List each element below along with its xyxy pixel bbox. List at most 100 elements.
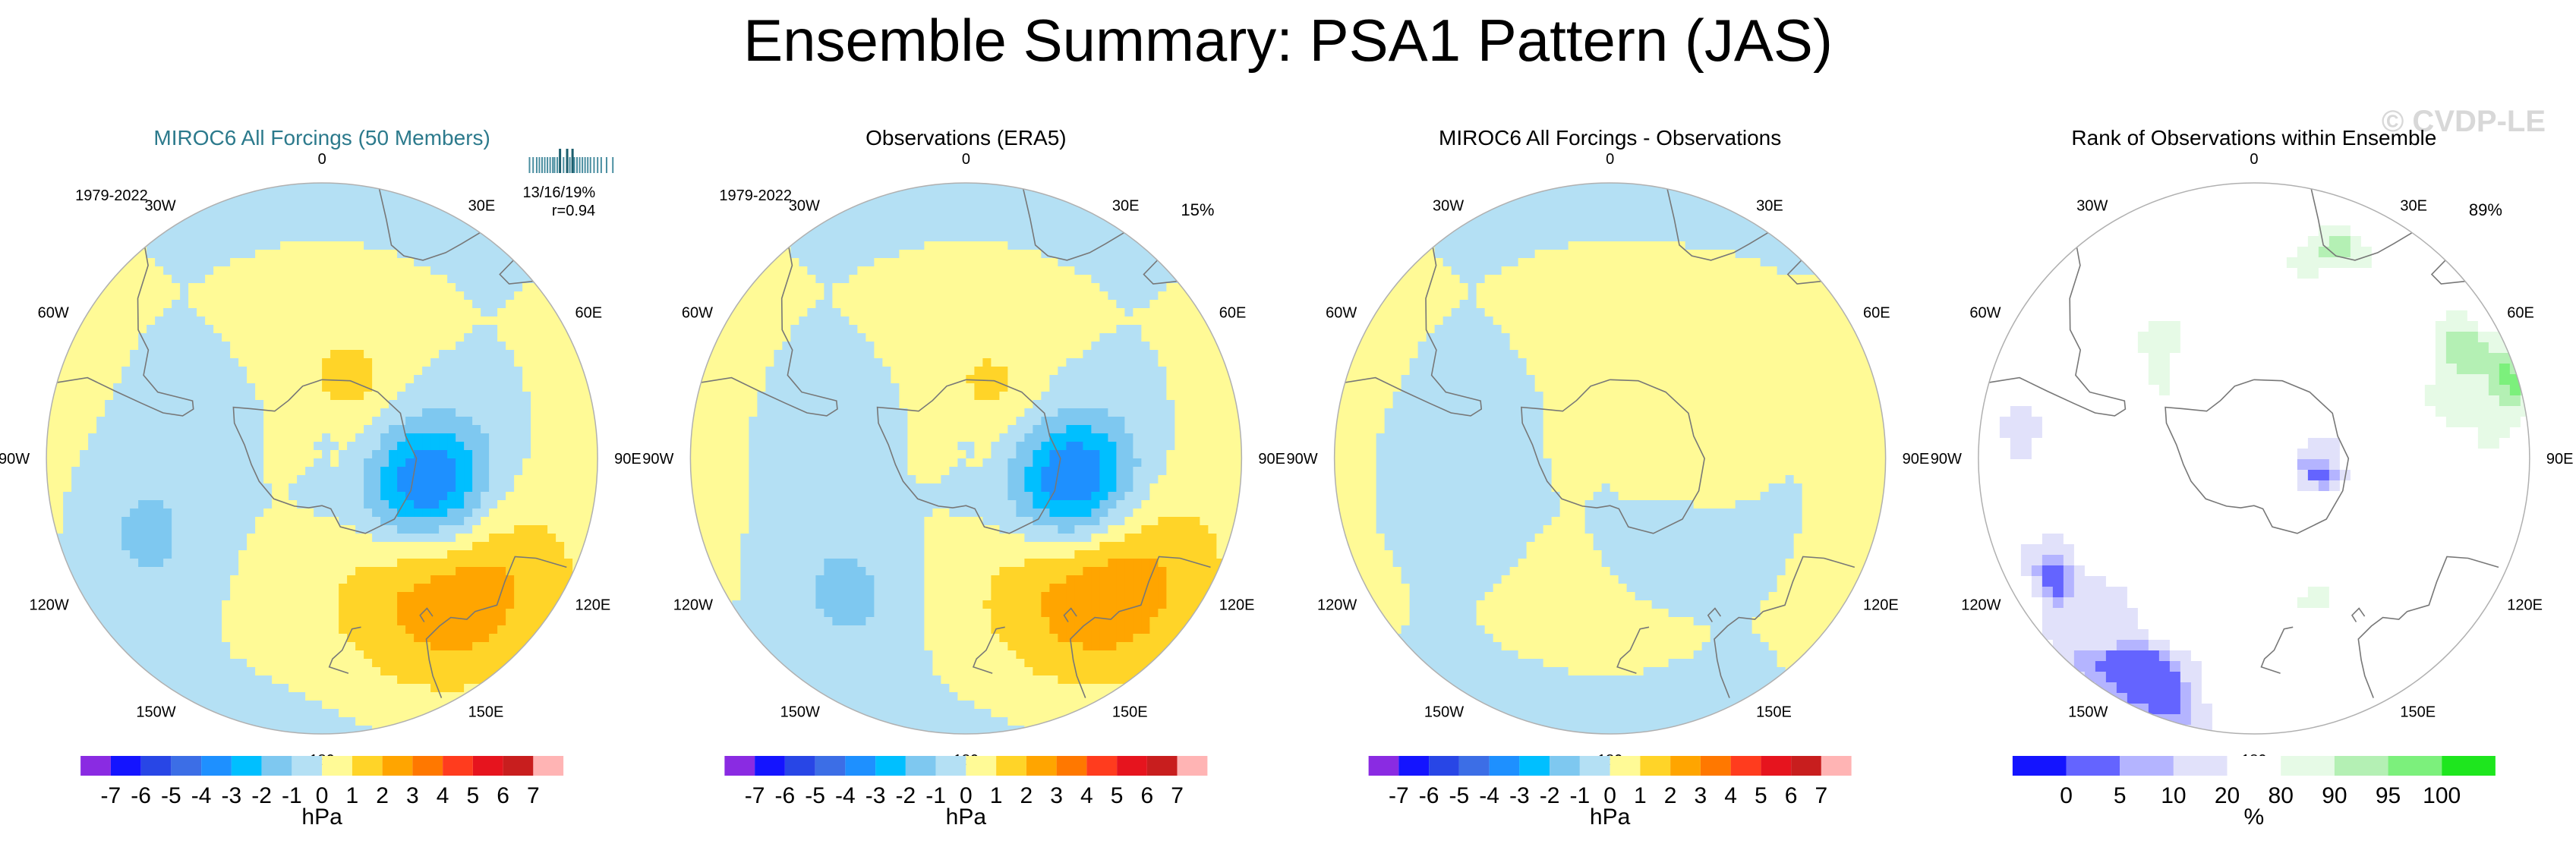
coastline: [1666, 188, 1769, 261]
map-panel-1: 030E60E90E120E150E180150W120W90W60W30WMI…: [0, 126, 642, 830]
colorbar-tick-label: -2: [1540, 783, 1560, 808]
colorbar-tick-label: -1: [282, 783, 302, 808]
colorbar-tick-label: 1: [346, 783, 359, 808]
colorbar-swatch: [784, 756, 815, 776]
colorbar-tick-label: -4: [835, 783, 856, 808]
colorbar-tick-label: 2: [1664, 783, 1677, 808]
colorbar-tick-label: 7: [527, 783, 540, 808]
longitude-label: 60E: [1863, 305, 1890, 322]
colorbar-tick-label: 4: [1724, 783, 1737, 808]
longitude-label: 30E: [1756, 198, 1783, 215]
colorbar-tick-label: -3: [865, 783, 886, 808]
colorbar-tick-label: 7: [1171, 783, 1184, 808]
colorbar-tick-label: 4: [1080, 783, 1093, 808]
colorbar-swatch: [1579, 756, 1610, 776]
colorbar-tick-label: -1: [925, 783, 946, 808]
longitude-label: 150E: [1112, 704, 1148, 720]
coastline: [1616, 626, 1650, 674]
colorbar-tick-label: -4: [1479, 783, 1499, 808]
pattern-correlation: r=0.94: [552, 203, 595, 219]
colorbar-swatch: [1489, 756, 1520, 776]
colorbar-tick-label: 1: [1634, 783, 1647, 808]
coastline: [1707, 607, 1722, 622]
colorbar-tick-label: 10: [2161, 783, 2186, 808]
colorbar-tick-label: 2: [1020, 783, 1033, 808]
longitude-label: 30W: [145, 198, 176, 215]
longitude-label: 90W: [0, 451, 30, 468]
colorbar-tick-label: 5: [467, 783, 480, 808]
longitude-label: 30W: [2076, 198, 2108, 215]
colorbar-swatch: [171, 756, 202, 776]
colorbar-swatch: [1670, 756, 1701, 776]
map-panel-3: 030E60E90E120E150E180150W120W90W60W30WMI…: [1287, 126, 1930, 830]
colorbar-swatch: [201, 756, 232, 776]
colorbar-swatch: [292, 756, 323, 776]
colorbar-tick-label: 3: [406, 783, 419, 808]
colorbar-swatch: [110, 756, 141, 776]
longitude-label: 120W: [29, 597, 68, 614]
map-panel-4: 030E60E90E120E150E180150W120W90W60W30WRa…: [1931, 126, 2574, 830]
colorbar-tick-label: -7: [1389, 783, 1409, 808]
field-layer: [1334, 183, 1886, 734]
colorbar-swatch: [443, 756, 473, 776]
coastline: [1786, 260, 1821, 285]
colorbar-tick-label: 6: [1141, 783, 1154, 808]
percent-label: 15%: [1181, 200, 1214, 219]
colorbar-swatch: [412, 756, 443, 776]
longitude-label: 150E: [468, 704, 504, 720]
period-label: 1979-2022: [719, 187, 792, 204]
colorbar-swatch: [966, 756, 997, 776]
longitude-label: 60W: [682, 305, 713, 322]
longitude-label: 30E: [1112, 198, 1140, 215]
colorbar-swatch: [2442, 756, 2496, 776]
map-boundary: [689, 182, 1243, 735]
colorbar-swatch: [724, 756, 755, 776]
page-title: Ensemble Summary: PSA1 Pattern (JAS): [743, 7, 1833, 74]
coastline: [378, 188, 481, 261]
coastline: [1345, 247, 1483, 417]
colorbar-tick-label: 4: [437, 783, 449, 808]
colorbar-swatch: [1550, 756, 1580, 776]
colorbar-swatch: [1056, 756, 1087, 776]
longitude-label: 0: [318, 151, 326, 168]
longitude-label: 90W: [1931, 451, 1962, 468]
field-layer: [46, 183, 598, 734]
coastline: [232, 379, 418, 534]
coastline: [1023, 188, 1125, 261]
longitude-label: 90E: [1903, 451, 1930, 468]
coastline: [328, 626, 361, 674]
longitude-label: 30E: [468, 198, 496, 215]
colorbar-tick-label: 2: [376, 783, 389, 808]
longitude-label: 120E: [575, 597, 611, 614]
colorbar-swatch: [2066, 756, 2120, 776]
colorbar-tick-label: -7: [745, 783, 765, 808]
colorbar-swatch: [815, 756, 846, 776]
colorbar-tick-label: 80: [2269, 783, 2294, 808]
colorbar-swatch: [2173, 756, 2228, 776]
colorbar-tick-label: 90: [2322, 783, 2347, 808]
longitude-label: 60E: [1219, 305, 1247, 322]
colorbar-tick-label: 6: [1785, 783, 1798, 808]
colorbar-swatch: [1640, 756, 1671, 776]
colorbar-swatch: [2227, 756, 2281, 776]
coastline: [425, 556, 567, 698]
colorbar-swatch: [1026, 756, 1057, 776]
panel-title: Observations (ERA5): [865, 126, 1067, 150]
longitude-label: 0: [1606, 151, 1614, 168]
colorbar-swatch: [1398, 756, 1430, 776]
colorbar-swatch: [472, 756, 503, 776]
longitude-label: 90W: [642, 451, 673, 468]
coastline: [2351, 607, 2366, 622]
colorbar-swatch: [1458, 756, 1490, 776]
colorbar-tick-label: 7: [1815, 783, 1828, 808]
colorbar-tick-label: 3: [1695, 783, 1707, 808]
colorbar-swatch: [905, 756, 936, 776]
map-boundary: [1333, 182, 1887, 735]
longitude-label: 90W: [1287, 451, 1318, 468]
longitude-label: 120E: [1863, 597, 1899, 614]
colorbar-tick-label: 5: [1755, 783, 1767, 808]
colorbar-swatch: [261, 756, 292, 776]
longitude-label: 120E: [2507, 597, 2543, 614]
colorbar-swatch: [1821, 756, 1852, 776]
panel-title: Rank of Observations within Ensemble: [2071, 126, 2436, 150]
